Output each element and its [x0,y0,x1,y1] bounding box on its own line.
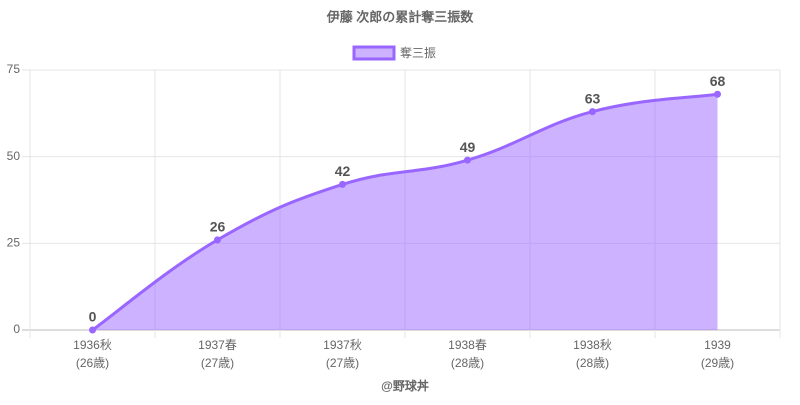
x-tick-label: (27歳) [326,356,359,370]
y-tick-label: 25 [7,236,21,250]
x-axis-label: @野球丼 [381,378,429,393]
point [464,156,471,164]
legend-label: 奪三振 [400,45,436,60]
data-label: 63 [585,90,601,106]
point [714,90,721,98]
x-tick-label: 1937春 [198,338,237,352]
point [589,108,596,116]
data-label: 0 [89,309,97,325]
point [339,180,346,188]
y-tick-label: 50 [7,149,21,163]
x-tick-label: 1937秋 [323,338,362,352]
data-label: 26 [210,219,226,235]
x-tick-label: 1939 [704,338,731,352]
chart-title: 伊藤 次郎の累計奪三振数 [326,9,475,24]
x-tick-label: 1936秋 [73,338,112,352]
data-label: 49 [460,139,476,155]
point [89,326,96,334]
x-tick-label: (28歳) [451,356,484,370]
x-tick-label: 1938春 [448,338,487,352]
area [92,94,718,331]
point [214,236,221,244]
legend-swatch [352,45,396,61]
x-tick-label: (28歳) [576,356,609,370]
data-label: 42 [335,163,351,179]
x-tick-label: (29歳) [701,356,734,370]
x-tick-label: (27歳) [201,356,234,370]
line [91,92,718,332]
x-tick-label: (26歳) [76,356,109,370]
y-tick-label: 0 [13,322,20,336]
data-label: 68 [710,73,726,89]
x-tick-label: 1938秋 [573,338,612,352]
y-tick-label: 75 [7,62,21,76]
